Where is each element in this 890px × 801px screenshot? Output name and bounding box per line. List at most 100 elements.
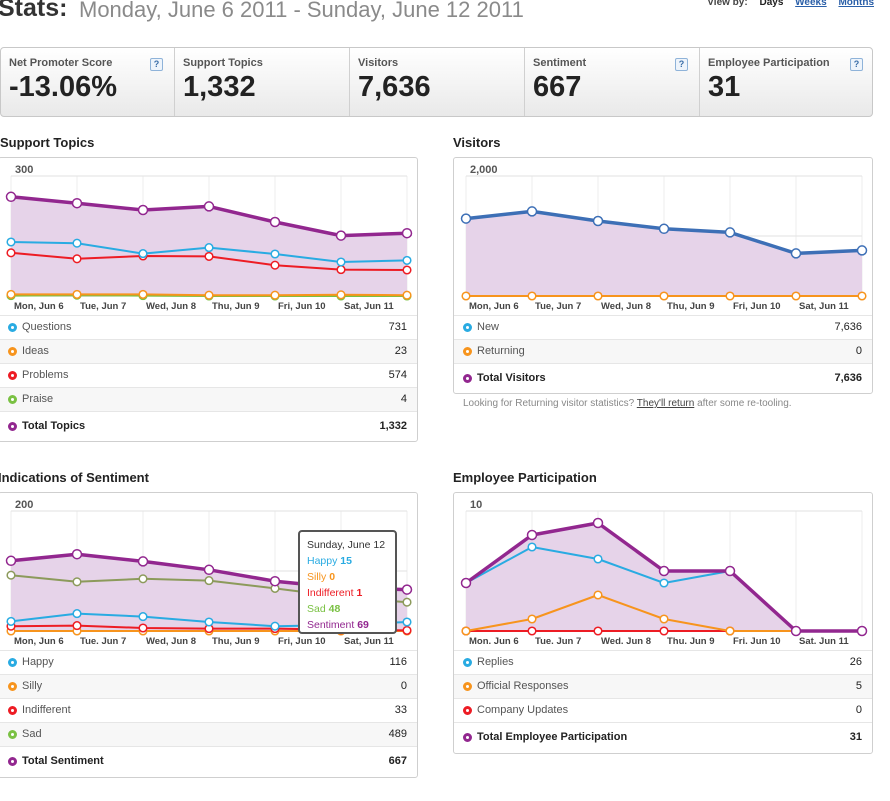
data-point[interactable] [460, 577, 472, 589]
data-point[interactable] [270, 260, 280, 270]
data-point[interactable] [6, 289, 16, 299]
data-point[interactable] [204, 243, 214, 253]
data-point[interactable] [270, 621, 280, 631]
data-point[interactable] [658, 223, 670, 235]
data-point[interactable] [269, 216, 281, 228]
data-point[interactable] [402, 617, 412, 627]
data-point[interactable] [659, 614, 669, 624]
data-point[interactable] [856, 625, 868, 637]
data-point[interactable] [335, 230, 347, 241]
data-point[interactable] [725, 626, 735, 636]
data-point[interactable] [526, 206, 538, 217]
data-point[interactable] [460, 213, 472, 224]
data-point[interactable] [401, 584, 413, 595]
help-icon[interactable]: ? [675, 58, 688, 71]
data-point[interactable] [336, 257, 346, 267]
help-icon[interactable]: ? [850, 58, 863, 71]
data-point[interactable] [6, 237, 16, 247]
data-point[interactable] [461, 291, 471, 301]
data-point[interactable] [790, 248, 802, 259]
legend-row[interactable]: Problems 574 [0, 363, 417, 387]
data-point[interactable] [593, 626, 603, 636]
data-point[interactable] [72, 609, 82, 619]
legend-row[interactable]: Official Responses 5 [454, 674, 872, 698]
theyll-return-link[interactable]: They'll return [636, 398, 695, 409]
data-point[interactable] [6, 570, 16, 580]
legend-row[interactable]: Questions 731 [0, 315, 417, 339]
data-point[interactable] [724, 227, 736, 238]
data-point[interactable] [203, 564, 215, 576]
data-point[interactable] [593, 590, 603, 600]
data-point[interactable] [527, 291, 537, 301]
data-point[interactable] [592, 517, 604, 529]
legend-total-row[interactable]: Total Visitors 7,636 [454, 363, 872, 392]
legend-total-row[interactable]: Total Topics 1,332 [0, 411, 417, 440]
data-point[interactable] [72, 577, 82, 587]
data-point[interactable] [790, 625, 802, 637]
data-point[interactable] [71, 197, 83, 209]
data-point[interactable] [592, 215, 604, 227]
legend-total-row[interactable]: Total Employee Participation 31 [454, 722, 872, 751]
help-icon[interactable]: ? [150, 58, 163, 71]
data-point[interactable] [724, 565, 736, 577]
data-point[interactable] [527, 626, 537, 636]
legend-row[interactable]: Sad 489 [0, 722, 417, 746]
legend-row[interactable]: Indifferent 33 [0, 698, 417, 722]
data-point[interactable] [72, 254, 82, 264]
data-point[interactable] [137, 204, 149, 216]
legend-row[interactable]: Happy 116 [0, 650, 417, 674]
data-point[interactable] [138, 612, 148, 622]
data-point[interactable] [72, 289, 82, 299]
data-point[interactable] [336, 265, 346, 275]
legend-row[interactable]: Ideas 23 [0, 339, 417, 363]
data-point[interactable] [138, 574, 148, 584]
data-point[interactable] [658, 565, 670, 577]
data-point[interactable] [6, 616, 16, 626]
data-point[interactable] [402, 597, 412, 607]
data-point[interactable] [659, 578, 669, 588]
data-point[interactable] [593, 291, 603, 301]
legend-row[interactable]: New 7,636 [454, 315, 872, 339]
data-point[interactable] [461, 626, 471, 636]
data-point[interactable] [204, 576, 214, 586]
data-point[interactable] [204, 290, 214, 300]
view-days-option[interactable]: Days [759, 0, 784, 8]
data-point[interactable] [71, 548, 83, 560]
data-point[interactable] [72, 238, 82, 248]
data-point[interactable] [593, 554, 603, 564]
data-point[interactable] [857, 291, 867, 301]
data-point[interactable] [401, 227, 413, 239]
data-point[interactable] [204, 617, 214, 627]
data-point[interactable] [527, 542, 537, 552]
data-point[interactable] [138, 289, 148, 299]
data-point[interactable] [203, 201, 215, 212]
data-point[interactable] [336, 290, 346, 300]
data-point[interactable] [402, 625, 412, 635]
data-point[interactable] [138, 249, 148, 259]
data-point[interactable] [72, 621, 82, 631]
data-point[interactable] [659, 291, 669, 301]
data-point[interactable] [6, 248, 16, 258]
legend-row[interactable]: Praise 4 [0, 387, 417, 411]
legend-row[interactable]: Replies 26 [454, 650, 872, 674]
data-point[interactable] [270, 249, 280, 259]
data-point[interactable] [138, 623, 148, 633]
data-point[interactable] [137, 556, 149, 567]
data-point[interactable] [856, 245, 868, 256]
data-point[interactable] [270, 290, 280, 300]
data-point[interactable] [791, 291, 801, 301]
data-point[interactable] [204, 251, 214, 261]
data-point[interactable] [269, 575, 281, 587]
data-point[interactable] [5, 191, 17, 203]
data-point[interactable] [527, 614, 537, 624]
legend-total-row[interactable]: Total Sentiment 667 [0, 746, 417, 775]
data-point[interactable] [5, 555, 17, 567]
data-point[interactable] [725, 291, 735, 301]
data-point[interactable] [526, 529, 538, 541]
legend-row[interactable]: Silly 0 [0, 674, 417, 698]
data-point[interactable] [659, 626, 669, 636]
legend-row[interactable]: Company Updates 0 [454, 698, 872, 722]
view-months-link[interactable]: Months [838, 0, 874, 8]
data-point[interactable] [402, 290, 412, 300]
data-point[interactable] [402, 265, 412, 275]
